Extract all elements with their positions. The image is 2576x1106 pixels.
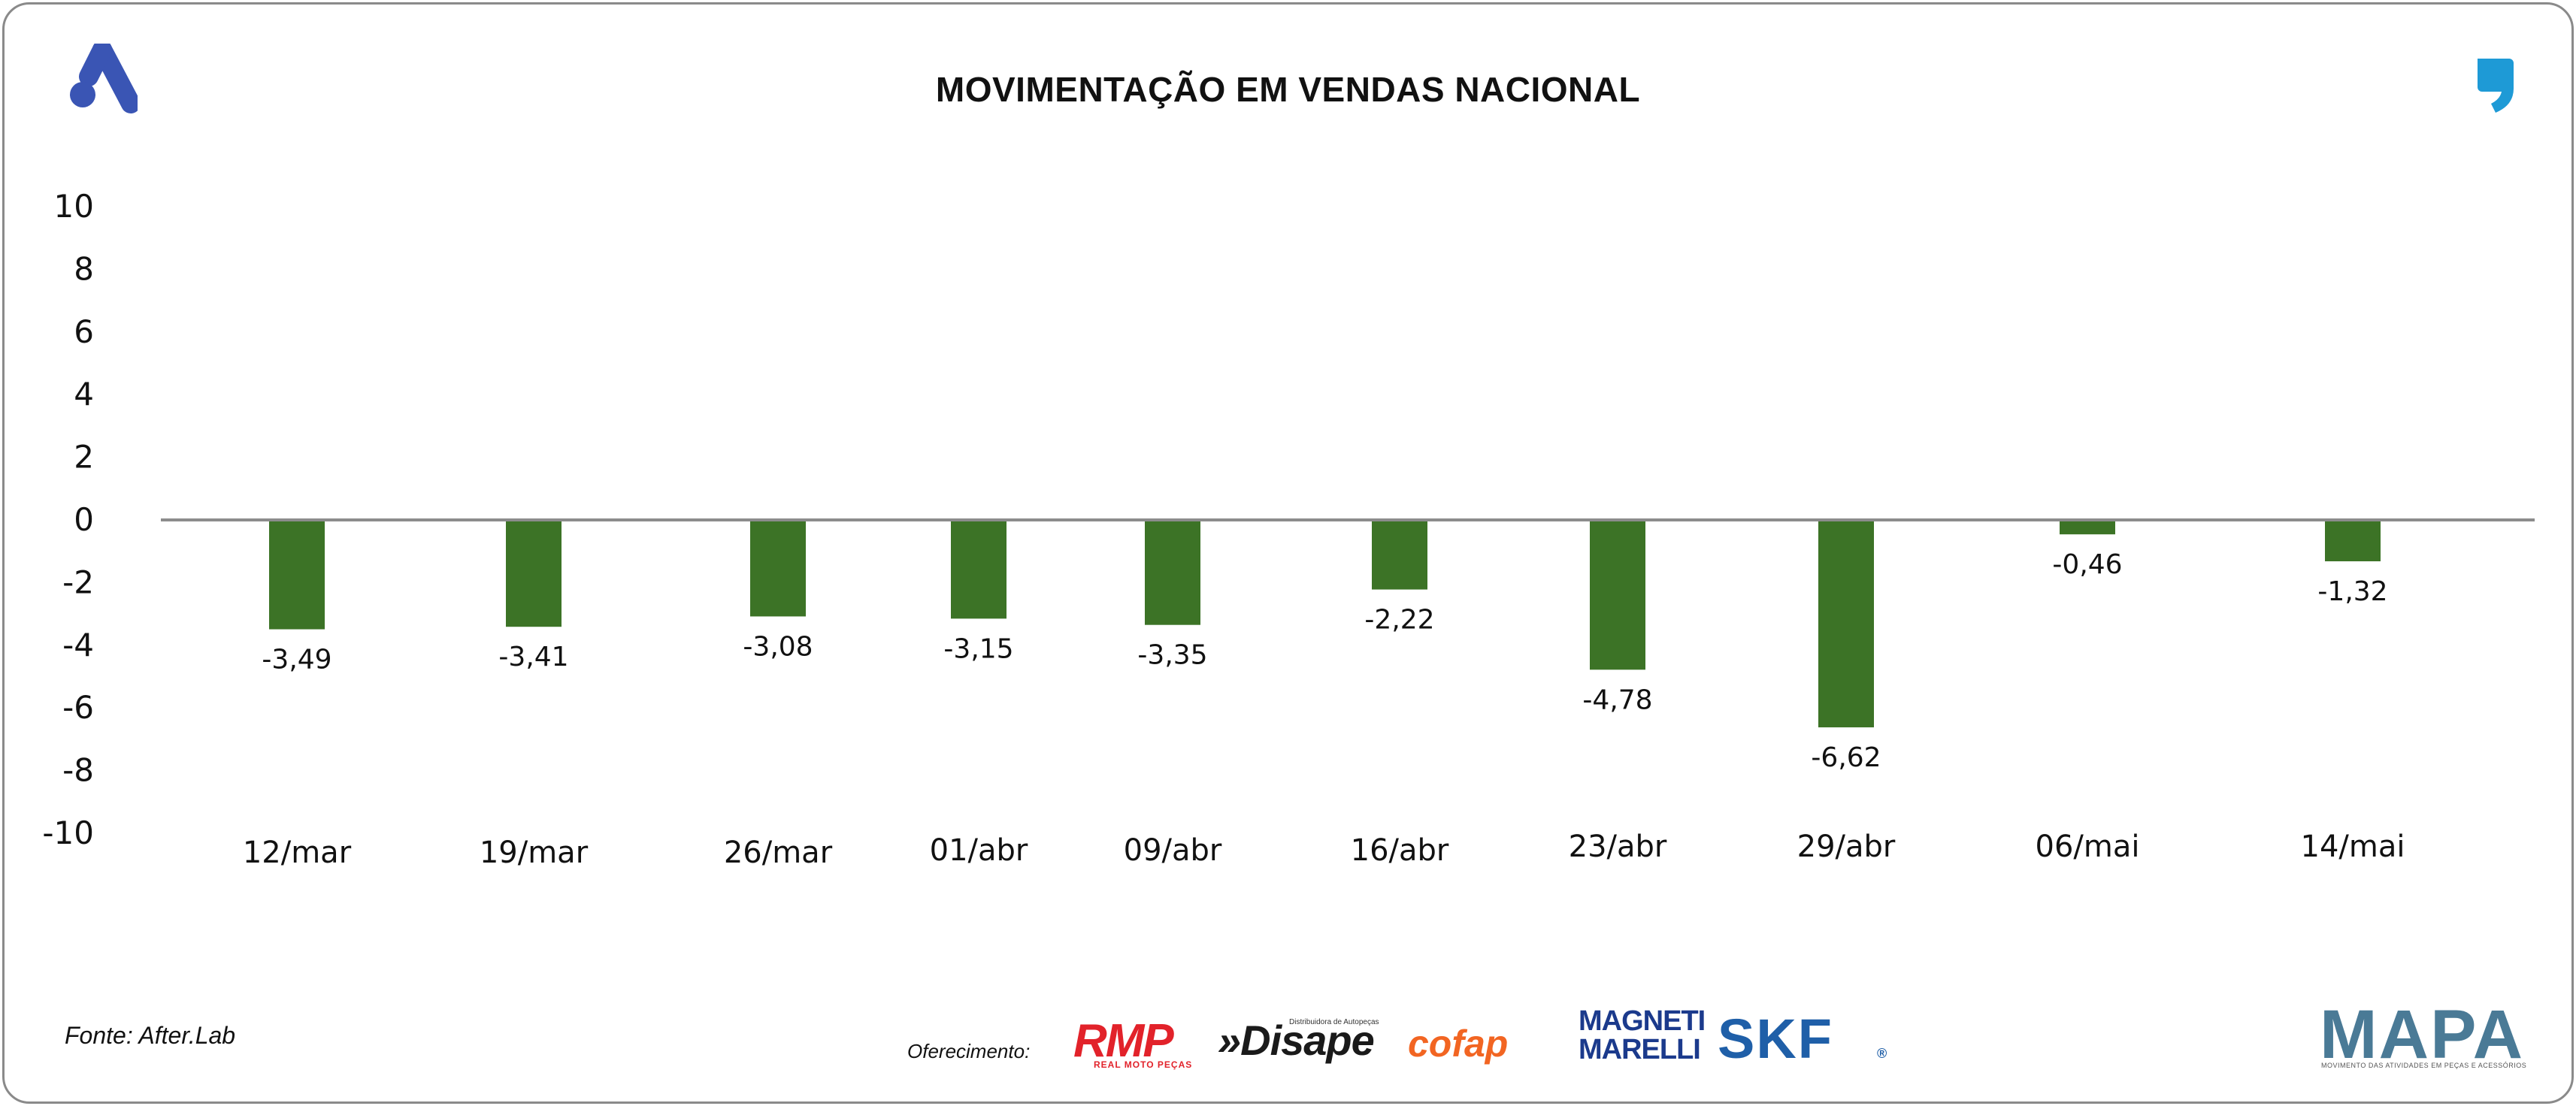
y-tick-label: -6 xyxy=(62,689,94,726)
y-tick-label: -8 xyxy=(62,752,94,789)
skf-registered-mark: ® xyxy=(1877,1046,1887,1061)
bar xyxy=(1590,520,1645,670)
rmp-logo: RMP xyxy=(1073,1015,1174,1067)
data-label: -3,08 xyxy=(743,631,813,662)
bar xyxy=(1818,520,1874,728)
data-label: -3,35 xyxy=(1137,640,1207,671)
data-label: -3,15 xyxy=(943,633,1013,664)
bar xyxy=(506,520,562,627)
x-tick-label: 16/abr xyxy=(1351,833,1449,868)
x-tick-label: 29/abr xyxy=(1797,830,1896,864)
y-tick-label: 8 xyxy=(74,250,94,287)
bar xyxy=(951,520,1006,619)
y-tick-label: 4 xyxy=(74,376,94,412)
data-label: -2,22 xyxy=(1364,605,1434,636)
bar xyxy=(269,520,325,630)
y-tick-label: -4 xyxy=(62,627,94,663)
x-tick-label: 19/mar xyxy=(480,836,589,870)
y-tick-label: -10 xyxy=(42,814,94,851)
sponsor-label: Oferecimento: xyxy=(907,1040,1031,1062)
chart-title: MOVIMENTAÇÃO EM VENDAS NACIONAL xyxy=(935,70,1641,109)
magneti-logo-line2: MARELLI xyxy=(1579,1034,1701,1065)
data-label: -3,49 xyxy=(262,645,331,675)
quote-mark-icon xyxy=(2478,59,2514,113)
x-tick-label: 06/mai xyxy=(2036,830,2140,864)
bar xyxy=(750,520,806,617)
x-tick-label: 26/mar xyxy=(724,836,833,870)
bar xyxy=(2325,520,2381,562)
bar-chart: 10 8 6 4 2 0 -2 -4 -6 -8 -10 -3,49 12/mar -3,41 19/mar… xyxy=(42,188,2535,870)
y-tick-label: 6 xyxy=(74,313,94,350)
magneti-logo-line1: MAGNETI xyxy=(1579,1005,1706,1037)
source-note: Fonte: After.Lab xyxy=(65,1022,236,1049)
x-tick-label: 12/mar xyxy=(243,836,352,870)
y-tick-label: 10 xyxy=(54,188,94,225)
data-label: -6,62 xyxy=(1811,742,1881,773)
magneti-marelli-logo: MAGNETI MARELLI xyxy=(1579,1005,1706,1065)
data-label: -0,46 xyxy=(2052,549,2122,580)
bar xyxy=(1145,520,1200,625)
bar xyxy=(2060,520,2115,535)
y-tick-label: 2 xyxy=(74,439,94,476)
data-label: -3,41 xyxy=(498,642,568,672)
x-tick-label: 14/mai xyxy=(2301,830,2405,864)
mapa-logo-subtitle: MOVIMENTO DAS ATIVIDADES EM PEÇAS E ACES… xyxy=(2321,1062,2527,1069)
data-label: -1,32 xyxy=(2317,576,2387,607)
y-tick-label: -2 xyxy=(62,564,94,600)
disape-logo: »Disape xyxy=(1218,1017,1375,1064)
brand-a-icon xyxy=(70,44,138,113)
disape-logo-subtitle: Distribuidora de Autopeças xyxy=(1289,1018,1379,1026)
x-tick-label: 01/abr xyxy=(930,833,1028,868)
rmp-logo-subtitle: REAL MOTO PEÇAS xyxy=(1094,1059,1193,1070)
skf-logo: SKF xyxy=(1718,1008,1833,1070)
mapa-logo: MAPA xyxy=(2320,996,2525,1073)
x-tick-label: 23/abr xyxy=(1569,830,1667,864)
bar xyxy=(1372,520,1427,590)
data-label: -4,78 xyxy=(1582,684,1652,715)
y-tick-label: 0 xyxy=(74,501,94,538)
cofap-logo: cofap xyxy=(1408,1023,1509,1065)
x-tick-label: 09/abr xyxy=(1124,833,1222,868)
